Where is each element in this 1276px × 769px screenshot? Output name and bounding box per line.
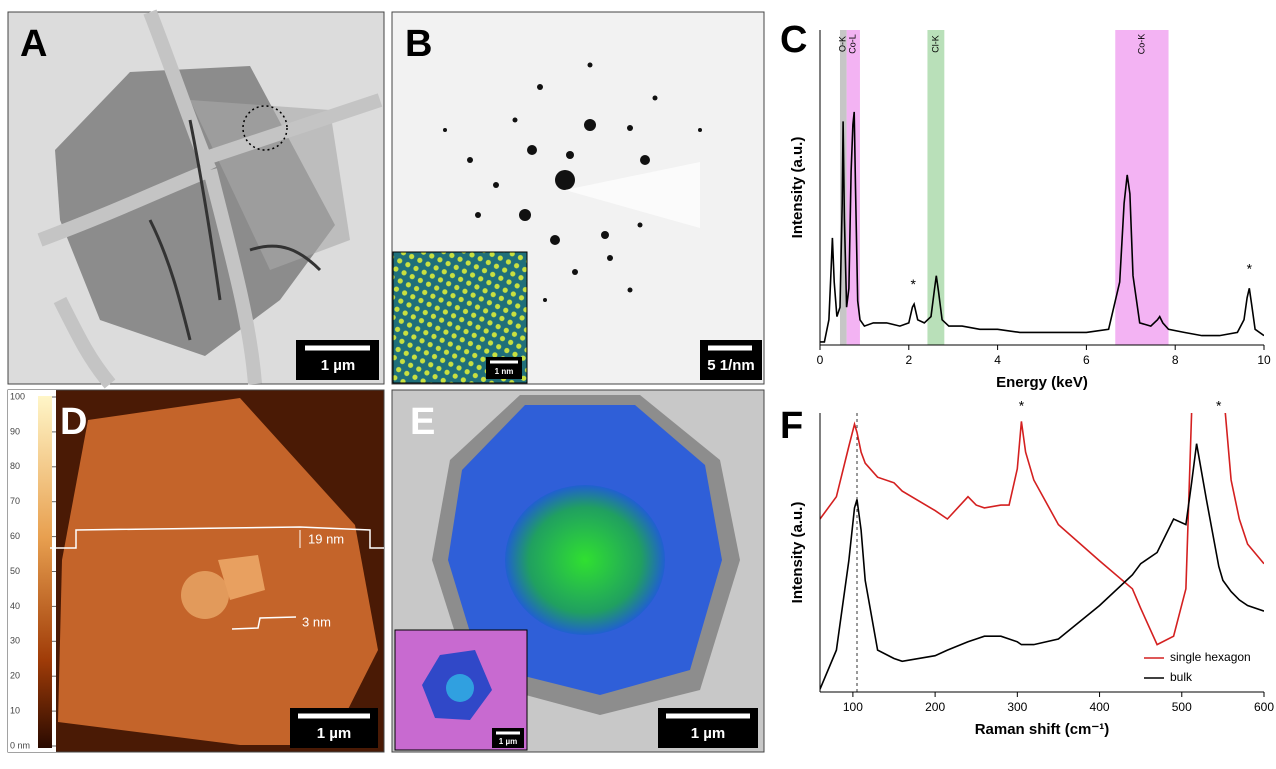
x-tick-label: 200 [925, 700, 945, 714]
panel-label: C [780, 19, 807, 61]
scale-bar-label: 1 nm [495, 367, 514, 376]
legend-label: single hexagon [1170, 650, 1251, 664]
colorbar [38, 396, 52, 748]
x-tick-label: 10 [1257, 353, 1271, 367]
band-label: Co-L [848, 34, 858, 54]
colorbar-tick-label: 40 [10, 601, 20, 611]
x-axis-title: Raman shift (cm⁻¹) [975, 721, 1110, 738]
scale-bar-label: 1 µm [691, 725, 726, 742]
x-tick-label: 8 [1172, 353, 1179, 367]
colorbar-tick-label: 70 [10, 496, 20, 506]
colorbar-tick-label: 100 [10, 391, 25, 401]
panel-label: E [410, 401, 435, 443]
y-axis-title: Intensity (a.u.) [789, 502, 806, 604]
colorbar-tick-label: 30 [10, 636, 20, 646]
panel-label: A [20, 23, 47, 65]
x-tick-label: 500 [1172, 700, 1192, 714]
band-label: O-K [838, 36, 848, 52]
annotation: * [1216, 398, 1222, 414]
colorbar-tick-label: 0 nm [10, 740, 30, 750]
data-line [820, 274, 1264, 645]
x-tick-label: 600 [1254, 700, 1274, 714]
band [1115, 30, 1168, 345]
colorbar-tick-label: 80 [10, 461, 20, 471]
panel-a: A 1 µm [8, 12, 384, 384]
x-tick-label: 2 [905, 353, 912, 367]
colorbar-tick-label: 20 [10, 671, 20, 681]
panel-label: D [60, 401, 87, 443]
panel-e: E 1 µm 1 µm [392, 390, 764, 752]
x-tick-label: 0 [817, 353, 824, 367]
panel-label: F [780, 405, 803, 447]
step-label: 19 nm [308, 531, 344, 546]
annotation: * [1247, 260, 1253, 276]
x-axis-title: Energy (keV) [996, 374, 1088, 391]
colorbar-tick-label: 90 [10, 426, 20, 436]
scale-bar-label: 1 µm [321, 357, 356, 374]
panel-label: B [405, 23, 432, 65]
center-signal [505, 485, 665, 635]
scale-bar-label: 1 µm [499, 737, 517, 746]
x-tick-label: 400 [1090, 700, 1110, 714]
annotation: * [1019, 398, 1025, 414]
band-label: Co-K [1136, 34, 1146, 55]
annotation: * [911, 276, 917, 292]
y-axis-title: Intensity (a.u.) [789, 137, 806, 239]
particle [181, 571, 229, 619]
inset-center [446, 674, 474, 702]
band [927, 30, 944, 345]
x-tick-label: 6 [1083, 353, 1090, 367]
colorbar-tick-label: 50 [10, 566, 20, 576]
x-tick-label: 300 [1007, 700, 1027, 714]
panel-d: 19 nm 3 nm D 1 µm 0 nm 10 20 30 40 50 60 70 80 90… [8, 390, 384, 752]
step-label: 3 nm [302, 614, 331, 629]
x-tick-label: 100 [843, 700, 863, 714]
legend-label: bulk [1170, 670, 1193, 684]
band-label: Cl-K [930, 35, 940, 53]
colorbar-tick-label: 10 [10, 705, 20, 715]
panel-b: B 1 nm 5 1/nm [392, 12, 764, 384]
figure: A 1 µm B 1 nm 5 1/nm [0, 0, 1276, 769]
colorbar-tick-label: 60 [10, 531, 20, 541]
scale-bar-label: 5 1/nm [707, 357, 755, 374]
scale-bar-label: 1 µm [317, 725, 352, 742]
data-line [820, 112, 1264, 342]
x-tick-label: 4 [994, 353, 1001, 367]
